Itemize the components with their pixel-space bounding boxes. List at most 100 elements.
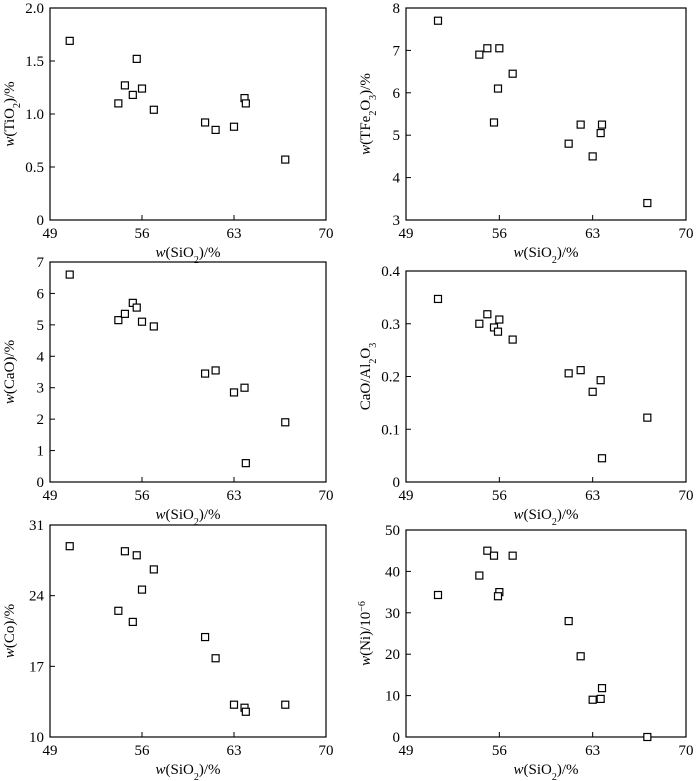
data-point <box>475 319 484 328</box>
y-tick-label: 4 <box>37 349 45 365</box>
y-tick-label: 8 <box>393 1 401 17</box>
data-point <box>597 454 607 463</box>
x-axis-title: w(SiO2)/% <box>155 507 220 528</box>
data-point <box>200 369 210 378</box>
data-point <box>508 69 517 78</box>
data-point <box>597 684 607 693</box>
y-axis-title: w(TFe2O3)/% <box>358 73 379 155</box>
x-tick-label: 63 <box>227 226 242 242</box>
data-point <box>483 546 492 555</box>
scatter-panel-cao-al2o3-vs-sio2: 49 56 63 70 0 0.1 0.2 0.3 0.4 w(SiO2)/% CaO/Al2O3 <box>358 264 694 528</box>
data-point <box>493 327 503 336</box>
data-point <box>65 36 74 45</box>
data-point <box>241 459 250 468</box>
x-tick-label: 63 <box>585 743 600 759</box>
x-tick-label: 63 <box>585 226 600 242</box>
data-point <box>489 118 499 127</box>
data-point <box>483 44 492 53</box>
y-tick-label: 4 <box>393 171 401 187</box>
data-point <box>576 120 585 129</box>
data-point <box>137 317 147 326</box>
data-point <box>433 294 443 304</box>
data-point <box>137 84 147 93</box>
scatter-panel-co-vs-sio2: 49 56 63 70 10 17 24 31 w(SiO2)/% w(Co)/% <box>2 518 334 781</box>
x-axis-title: w(SiO2)/% <box>513 762 578 781</box>
data-point <box>508 335 517 344</box>
data-point <box>564 139 573 148</box>
data-point <box>588 695 597 704</box>
y-tick-label: 3 <box>37 381 45 397</box>
x-tick-label: 70 <box>679 743 694 759</box>
data-point <box>564 616 573 626</box>
data-point <box>483 310 492 319</box>
y-tick-label: 0.3 <box>381 317 400 333</box>
y-tick-label: 50 <box>385 523 400 539</box>
y-axis-title: CaO/Al2O3 <box>358 343 379 411</box>
y-axis-title: w(Co)/% <box>2 604 18 658</box>
x-tick-label: 49 <box>43 743 58 759</box>
data-point <box>211 125 220 135</box>
x-tick-label: 70 <box>319 743 334 759</box>
plot-frame <box>49 261 327 483</box>
y-tick-label: 2 <box>37 412 45 428</box>
data-point <box>120 81 130 90</box>
y-tick-label: 17 <box>29 659 45 675</box>
x-tick-label: 49 <box>399 226 414 242</box>
data-point <box>643 732 652 742</box>
data-point <box>475 50 484 59</box>
y-tick-label: 30 <box>385 606 400 622</box>
data-point <box>564 369 573 378</box>
y-axis-title: w(TiO2)/% <box>2 81 23 146</box>
data-point <box>200 632 210 642</box>
data-point <box>643 198 652 208</box>
data-point <box>120 309 130 318</box>
y-tick-label: 0.5 <box>25 160 44 176</box>
data-point <box>114 606 123 615</box>
y-tick-label: 0 <box>393 730 401 746</box>
data-point <box>597 120 607 129</box>
data-point <box>241 707 250 716</box>
data-point <box>588 152 597 161</box>
x-tick-label: 63 <box>227 488 242 504</box>
data-point <box>489 551 499 560</box>
data-point <box>240 383 249 392</box>
y-tick-label: 6 <box>37 286 45 302</box>
x-tick-label: 56 <box>492 488 508 504</box>
data-point <box>495 315 504 324</box>
scatter-panel-tio2-vs-sio2: 49 56 63 70 0 0.5 1.0 1.5 2.0 w(SiO2)/% w(TiO2)/% <box>2 1 334 266</box>
y-tick-label: 10 <box>385 689 400 705</box>
data-point <box>149 105 158 114</box>
data-point <box>596 376 605 385</box>
x-tick-label: 49 <box>399 743 414 759</box>
data-point <box>132 303 141 312</box>
data-point <box>149 565 158 574</box>
plot-frame <box>49 7 327 221</box>
y-tick-label: 31 <box>29 518 44 534</box>
data-point <box>211 366 220 375</box>
data-point <box>128 617 137 627</box>
x-tick-label: 70 <box>319 226 334 242</box>
data-point <box>132 54 141 63</box>
data-point <box>493 84 503 93</box>
data-point <box>229 388 239 397</box>
data-point <box>281 700 290 709</box>
y-tick-label: 0.2 <box>381 370 400 386</box>
y-tick-label: 1.0 <box>25 107 44 123</box>
data-point <box>120 547 130 556</box>
data-point <box>643 413 652 422</box>
plot-frame <box>49 524 327 738</box>
data-point <box>433 590 443 600</box>
data-point <box>281 155 290 164</box>
data-point <box>493 592 503 601</box>
y-tick-label: 5 <box>37 318 45 334</box>
data-point <box>65 542 74 551</box>
x-tick-label: 56 <box>135 743 151 759</box>
data-point <box>229 122 239 131</box>
y-tick-label: 0 <box>393 475 401 491</box>
data-point <box>211 654 220 663</box>
x-tick-label: 56 <box>492 743 508 759</box>
y-tick-label: 20 <box>385 647 400 663</box>
data-point <box>114 316 123 325</box>
y-tick-label: 40 <box>385 564 400 580</box>
